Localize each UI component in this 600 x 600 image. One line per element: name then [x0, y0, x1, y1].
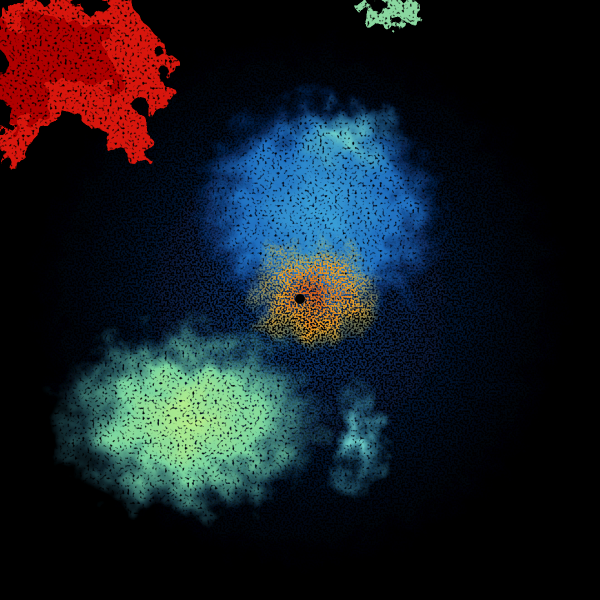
core-echo	[245, 235, 385, 355]
radar-site	[295, 294, 305, 304]
echo-core	[245, 235, 385, 355]
echo-red	[0, 0, 170, 170]
cyan-echo-south	[330, 380, 390, 500]
north-echo	[360, 0, 420, 26]
green-echo	[50, 320, 330, 520]
red-echo-core	[0, 20, 120, 130]
cyan-echo	[285, 100, 405, 180]
echo-green	[50, 320, 330, 520]
